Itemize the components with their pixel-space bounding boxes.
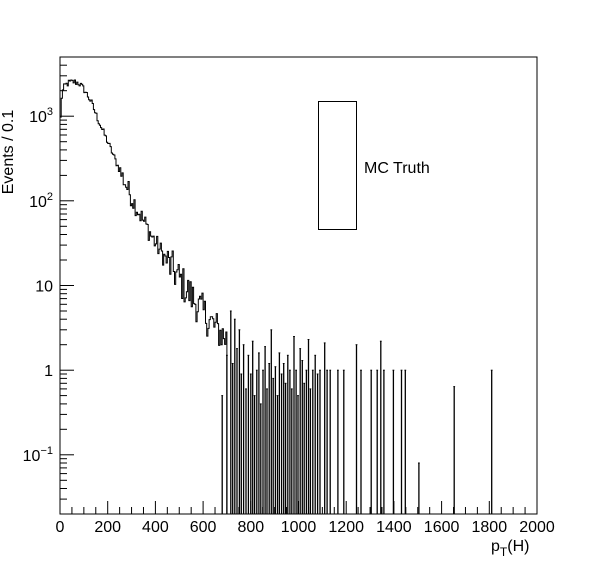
x-axis-title-suffix: (H) (507, 538, 529, 555)
x-tick-label: 200 (94, 519, 121, 536)
x-axis-title: pT(H) (491, 538, 529, 559)
y-tick-label: 102 (29, 191, 53, 211)
legend-box (318, 101, 357, 230)
y-tick-label-exponent: 3 (47, 106, 53, 118)
y-tick-label-base: 10 (29, 109, 47, 126)
x-tick-label: 1800 (472, 519, 508, 536)
y-axis-title: Events / 0.1 (0, 110, 17, 195)
histogram-bars (59, 79, 493, 514)
legend-entry-mc-truth: MC Truth (364, 160, 430, 177)
y-tick-label: 103 (29, 106, 53, 126)
x-tick-label: 800 (237, 519, 264, 536)
y-tick-label-base: 10 (29, 194, 47, 211)
x-axis-title-subscript: T (500, 545, 508, 559)
x-tick-label: 600 (190, 519, 217, 536)
x-tick-label: 1600 (424, 519, 460, 536)
x-tick-labels: 0 200 400 600 800 1000 1200 1400 1600 1800 2000 (56, 519, 555, 536)
histogram-spectrum-line (59, 79, 228, 514)
x-tick-label: 400 (142, 519, 169, 536)
y-tick-label-exponent: −1 (40, 445, 53, 457)
x-tick-label: 0 (56, 519, 65, 536)
y-tick-label: 10−1 (23, 445, 53, 465)
x-tick-label: 1400 (376, 519, 412, 536)
y-tick-label-exponent: 2 (47, 191, 53, 203)
plot-frame (59, 56, 538, 515)
x-tick-label: 1000 (281, 519, 317, 536)
axis-ticks (59, 56, 538, 515)
y-tick-label: 10 (35, 279, 53, 296)
y-tick-label: 1 (44, 363, 53, 380)
x-tick-label: 2000 (519, 519, 555, 536)
x-axis-title-p: p (491, 538, 500, 555)
y-tick-label-base: 10 (23, 448, 41, 465)
x-tick-label: 1200 (328, 519, 364, 536)
